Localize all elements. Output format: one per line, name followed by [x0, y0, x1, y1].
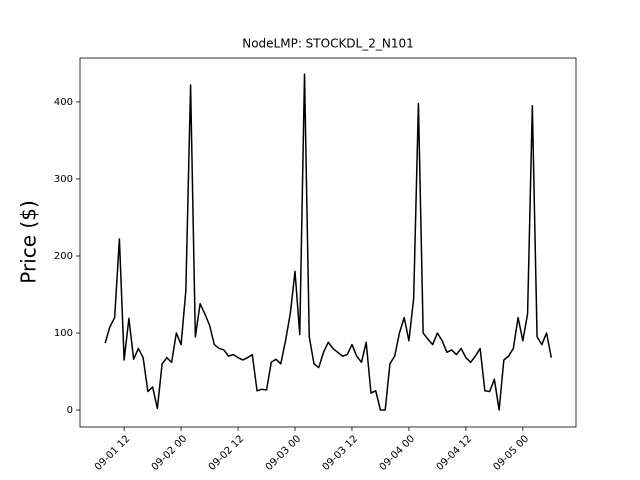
chart-title: NodeLMP: STOCKDL_2_N101	[242, 37, 414, 51]
x-tick-label: 09-02 00	[150, 433, 190, 473]
x-tick-label: 09-04 12	[435, 433, 475, 473]
x-tick-label: 09-05 00	[492, 433, 532, 473]
y-axis-label: Price ($)	[17, 200, 41, 283]
plot-frame	[79, 57, 577, 428]
x-tick-label: 09-03 00	[264, 433, 304, 473]
y-tick-label: 400	[54, 97, 73, 108]
x-tick-label: 09-04 00	[378, 433, 418, 473]
price-line	[104, 73, 553, 411]
x-tick-label: 09-01 12	[93, 433, 133, 473]
x-tick-label: 09-02 12	[207, 433, 247, 473]
x-tick-label: 09-03 12	[321, 433, 361, 473]
y-tick-label: 0	[67, 405, 73, 416]
y-tick-label: 300	[54, 174, 73, 185]
y-tick-label: 200	[54, 251, 73, 262]
y-tick-label: 100	[54, 328, 73, 339]
